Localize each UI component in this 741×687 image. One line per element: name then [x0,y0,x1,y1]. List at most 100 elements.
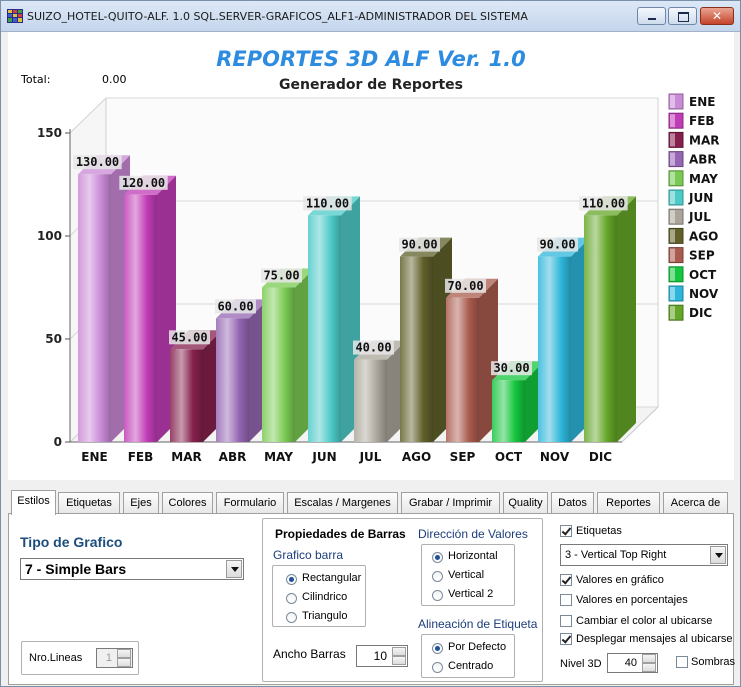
bar-chart: REPORTES 3D ALF Ver. 1.0 Total: 0.00 Gen… [20,47,719,464]
data-label: 110.00 [582,196,625,210]
legend-item-sep: SEP [668,247,715,264]
maximize-icon [678,12,689,22]
tab-colores[interactable]: Colores [162,492,213,514]
data-label: 130.00 [76,155,119,169]
maximize-button[interactable] [668,7,697,25]
legend-item-ago: AGO [668,227,718,244]
nivel-3d-value: 40 [624,657,637,669]
legend-label: JUN [688,191,713,205]
bar-ene: 130.00 ENE [73,155,130,464]
direccion-radiogroup: Horizontal Vertical Vertical 2 [421,544,515,606]
spin-up-icon[interactable] [642,654,656,663]
legend-label: DIC [689,306,712,320]
bar-front-face [170,349,203,442]
tab-grabar-imprimir[interactable]: Grabar / Imprimir [401,492,500,514]
tab-ejes[interactable]: Ejes [123,492,159,514]
legend-item-feb: FEB [668,112,715,129]
spin-up-icon[interactable] [117,649,131,658]
tab-escalas-margenes[interactable]: Escalas / Margenes [287,492,398,514]
radio-vertical[interactable] [432,571,443,582]
radio-rectangular[interactable] [286,574,297,585]
data-label: 110.00 [306,196,349,210]
radio-vertical-2[interactable] [432,590,443,601]
data-label-bg [537,237,578,252]
bar-front-face [262,287,295,442]
bar-dic: 110.00 DIC [579,196,636,464]
x-tick-label: FEB [128,450,154,464]
tab-etiquetas[interactable]: Etiquetas [58,492,120,514]
legend-item-jul: JUL [668,208,711,225]
legend-label: JUL [688,210,711,224]
valores-porcentajes-checkbox[interactable] [560,594,572,606]
desplegar-mensajes-checkbox[interactable] [560,633,572,645]
alineacion-radiogroup: Por Defecto Centrado [421,634,515,678]
bar-front-face [584,215,617,442]
grafico-barra-label: Grafico barra [273,548,344,562]
bar-jul: 40.00 JUL [353,340,406,464]
spin-up-icon[interactable] [392,647,406,656]
tab-estilos[interactable]: Estilos [11,490,56,515]
spin-down-icon[interactable] [392,656,406,665]
legend-item-ene: ENE [668,93,715,110]
minimize-button[interactable] [637,7,666,25]
legend-item-nov: NOV [668,285,719,302]
tab-quality[interactable]: Quality [503,492,548,514]
data-label-bg [491,361,532,376]
bar-nov: 90.00 NOV [537,237,590,464]
tab-reportes[interactable]: Reportes [597,492,660,514]
radio-triangulo[interactable] [286,612,297,623]
chevron-down-icon[interactable] [710,546,726,564]
legend-label: FEB [689,114,715,128]
nro-lineas-stepper[interactable]: 1 [96,648,133,668]
x-tick-label: ABR [219,450,247,464]
x-tick-label: MAR [171,450,201,464]
tab-acerca-de[interactable]: Acerca de [663,492,728,514]
spin-down-icon[interactable] [117,658,131,667]
data-label-bg [261,268,302,283]
data-label: 45.00 [171,330,207,344]
valores-grafico-checkbox[interactable] [560,574,572,586]
app-grid-icon [7,9,23,23]
valores-grafico-label: Valores en gráfico [576,574,664,586]
data-label: 40.00 [355,341,391,355]
chevron-down-icon[interactable] [226,560,242,578]
data-label: 60.00 [217,299,253,313]
tipo-grafico-select[interactable]: 7 - Simple Bars [20,558,244,580]
tab-datos[interactable]: Datos [551,492,594,514]
legend-swatch-highlight [670,171,675,185]
spin-down-icon[interactable] [642,663,656,672]
x-tick-label: NOV [540,450,570,464]
tab-strip: Estilos Etiquetas Ejes Colores Formulari… [8,490,734,515]
legend-label: NOV [689,287,719,301]
legend-swatch-highlight [670,95,675,108]
ancho-barras-stepper[interactable]: 10 [356,645,408,667]
gridline [69,97,658,134]
nivel-3d-stepper[interactable]: 40 [607,653,658,673]
data-label: 70.00 [447,279,483,293]
radio-horizontal[interactable] [432,552,443,563]
sombras-checkbox[interactable] [676,656,688,668]
alineacion-etiqueta-label: Alineación de Etiqueta [418,617,538,631]
nro-lineas-group: Nro.Lineas 1 [21,641,139,675]
bar-front-face [354,359,387,442]
sombras-label: Sombras [691,656,736,668]
legend-swatch-highlight [670,114,675,128]
y-tick-label: 150 [37,126,62,140]
x-tick-label: SEP [450,450,476,464]
x-tick-label: ENE [81,450,107,464]
data-label-bg [303,196,352,211]
etiquetas-position-select[interactable]: 3 - Vertical Top Right [560,544,728,566]
bar-side-face [617,196,636,442]
radio-centrado[interactable] [432,662,443,673]
ancho-barras-label: Ancho Barras [273,647,346,661]
chart-area: REPORTES 3D ALF Ver. 1.0 Total: 0.00 Gen… [8,32,734,480]
etiquetas-checkbox[interactable] [560,525,572,537]
close-button[interactable]: ✕ [700,7,734,25]
data-label: 30.00 [493,361,529,375]
legend-item-mar: MAR [668,131,719,148]
tab-formulario[interactable]: Formulario [216,492,284,514]
radio-cilindrico[interactable] [286,593,297,604]
cambiar-color-checkbox[interactable] [560,615,572,627]
legend-label: ABR [689,153,717,167]
radio-por-defecto[interactable] [432,643,443,654]
